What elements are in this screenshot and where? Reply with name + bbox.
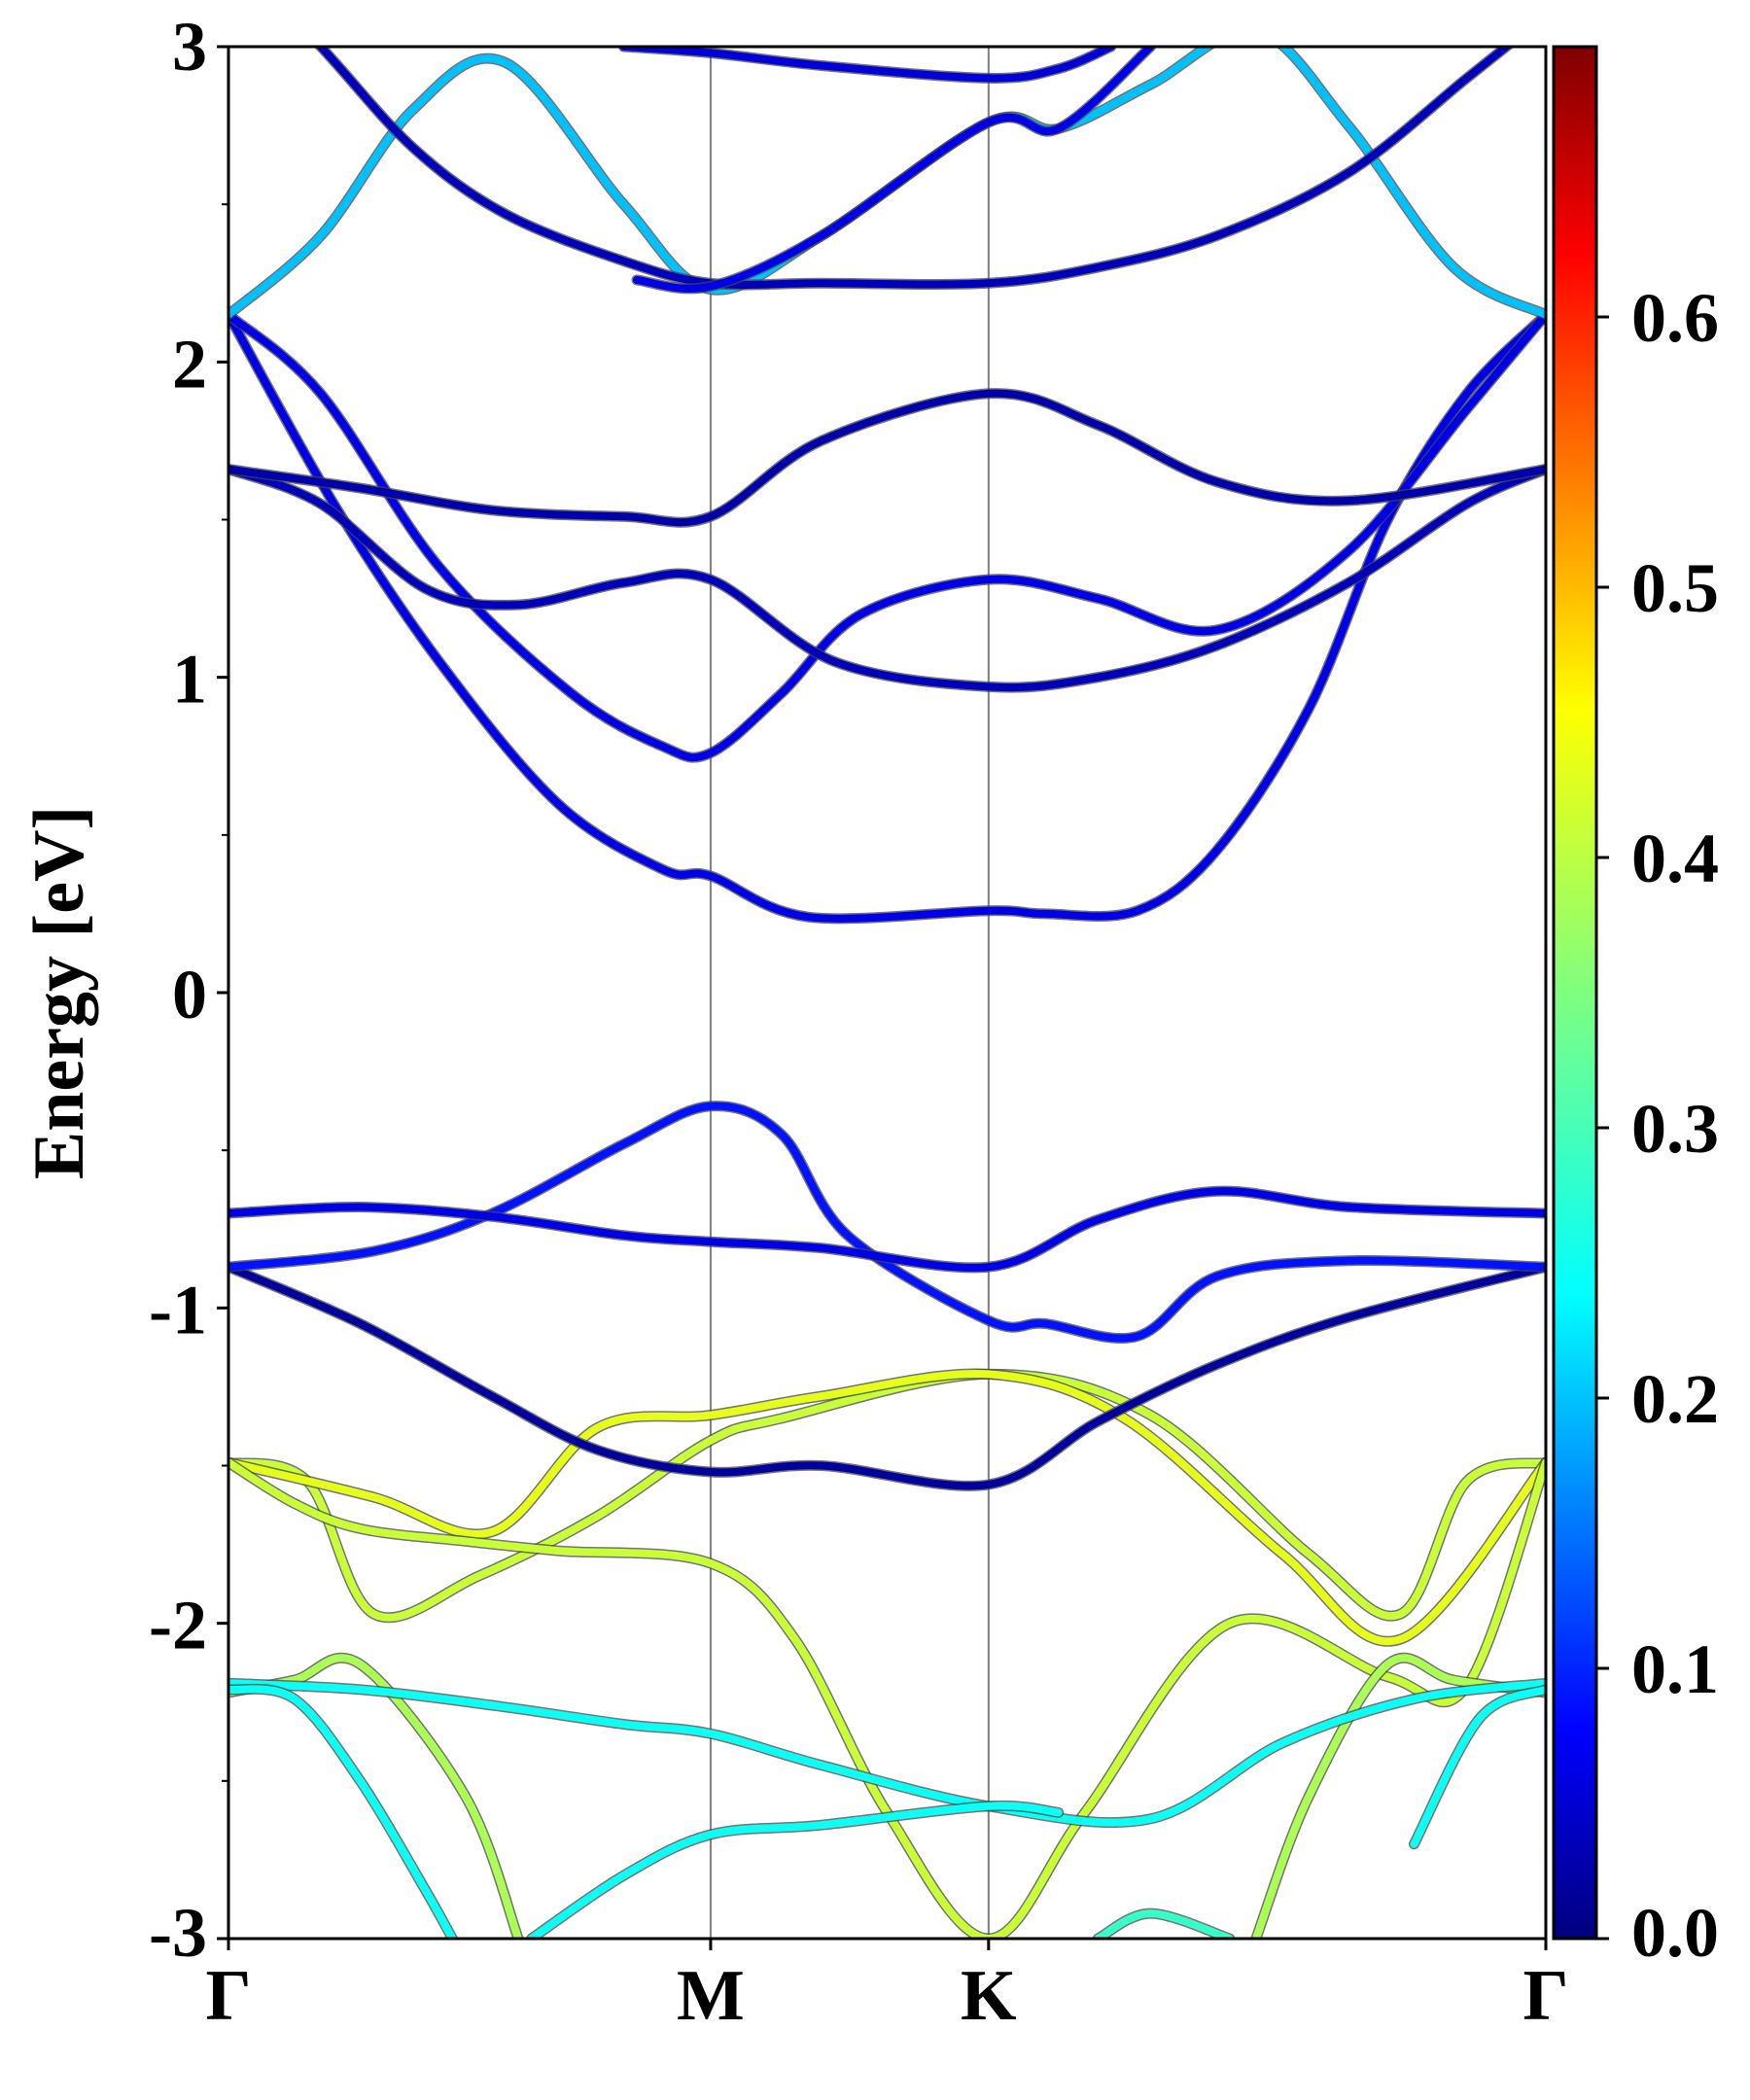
band-3 — [228, 1458, 1546, 1939]
colorbar-tick-label-3: 0.3 — [1631, 1090, 1719, 1168]
colorbar-tick-label-4: 0.4 — [1631, 820, 1719, 897]
band-8 — [1410, 1685, 1546, 1848]
band-15 — [228, 310, 1546, 762]
colorbar-tick-label-2: 0.2 — [1631, 1360, 1719, 1438]
band-15-outline — [228, 309, 1546, 763]
band-1-outline — [228, 1368, 1546, 1624]
band-5 — [1251, 1654, 1546, 1939]
band-curves — [228, 47, 1546, 1939]
x-tick-label-2: K — [961, 1956, 1017, 2036]
x-tick-label-0: Γ — [205, 1956, 251, 2036]
band-9 — [527, 1802, 1063, 1939]
band-20 — [633, 47, 1155, 293]
y-tick-label-1: 2 — [172, 325, 207, 402]
colorbar-tick-label-0: 0.0 — [1631, 1894, 1719, 1972]
y-tick-label-6: -3 — [149, 1894, 207, 1972]
band-10 — [1094, 1909, 1234, 1939]
band-14 — [228, 310, 1546, 923]
y-axis-ticks: 3 2 1 0 -1 -2 -3 — [149, 8, 228, 1972]
band-16 — [228, 465, 1546, 692]
colorbar-tick-label-5: 0.5 — [1631, 549, 1719, 627]
band-1 — [228, 1370, 1546, 1622]
band-6-outline — [228, 1677, 1546, 1829]
colorbar-ticks: 0.0 0.1 0.2 0.3 0.4 0.5 0.6 — [1596, 279, 1719, 1972]
y-tick-label-4: -1 — [149, 1271, 207, 1348]
band-11-outline — [228, 1261, 1546, 1491]
band-19-outline — [313, 47, 1516, 291]
band-19 — [315, 47, 1513, 289]
band-2 — [228, 1369, 1546, 1646]
band-6 — [228, 1679, 1546, 1827]
band-21 — [619, 47, 1115, 83]
y-tick-label-2: 1 — [172, 641, 207, 718]
colorbar-tick-label-1: 0.1 — [1631, 1630, 1719, 1708]
band-12-outline — [228, 1101, 1546, 1345]
band-12 — [228, 1102, 1546, 1343]
x-tick-label-3: Γ — [1522, 1956, 1568, 2036]
high-symmetry-lines — [709, 47, 990, 1939]
band-13 — [228, 1187, 1546, 1272]
y-tick-label-3: 0 — [172, 956, 207, 1033]
band-11 — [228, 1263, 1546, 1490]
y-tick-label-5: -2 — [149, 1587, 207, 1664]
band-7 — [228, 1685, 457, 1939]
band-17 — [228, 389, 1546, 527]
colorbar — [1552, 45, 1598, 1941]
colorbar-tick-label-6: 0.6 — [1631, 279, 1719, 357]
y-axis-label: Energy [eV] — [19, 806, 99, 1179]
band-20-outline — [631, 47, 1156, 295]
x-tick-label-1: M — [677, 1956, 745, 2036]
y-tick-label-0: 3 — [172, 8, 207, 86]
